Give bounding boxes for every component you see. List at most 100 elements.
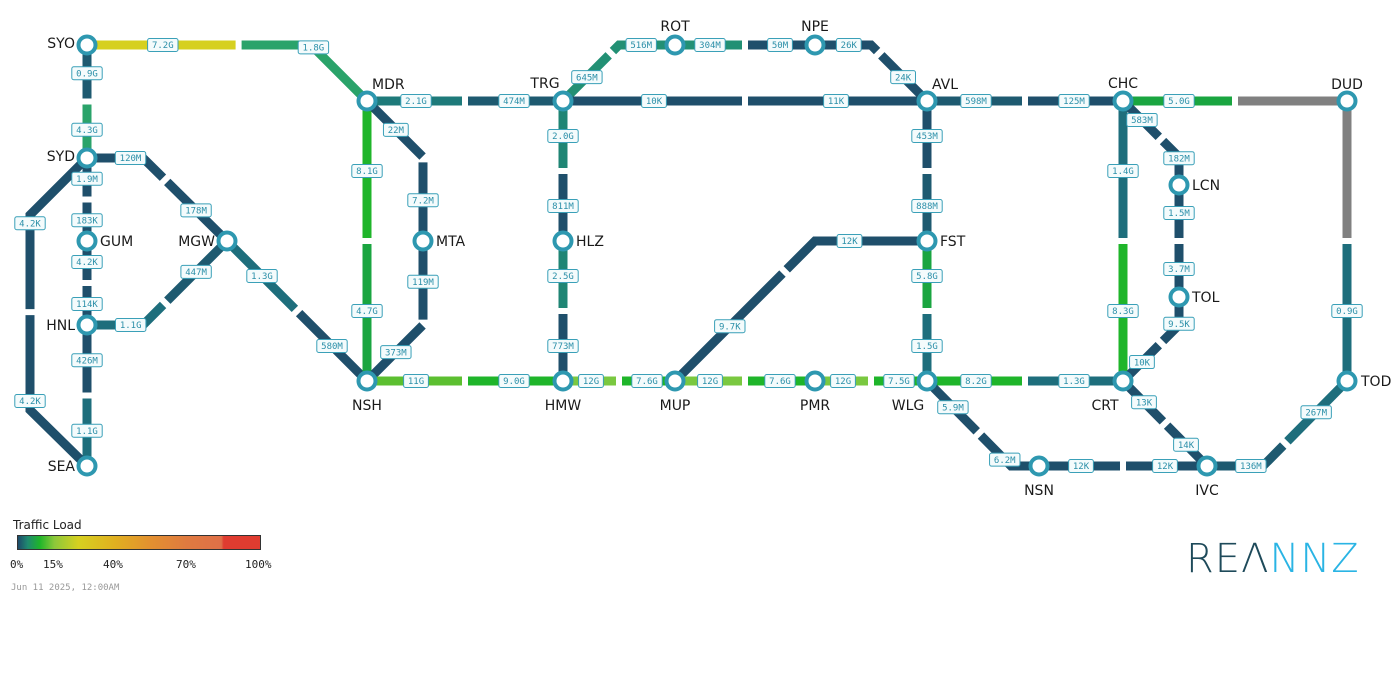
link-load-label: 11G xyxy=(403,374,429,388)
node-circle-icon[interactable] xyxy=(1168,174,1190,196)
link-syd-sea[interactable] xyxy=(25,154,91,470)
node-circle-icon[interactable] xyxy=(1336,90,1358,112)
node-mup[interactable]: MUP xyxy=(660,370,691,415)
label-box xyxy=(890,70,917,85)
link-mta-nsh[interactable] xyxy=(363,241,428,385)
label-box xyxy=(1163,151,1195,166)
node-crt[interactable]: CRT xyxy=(1091,370,1134,415)
node-circle-icon[interactable] xyxy=(916,90,938,112)
node-circle-icon[interactable] xyxy=(76,34,98,56)
link-wlg-nsn[interactable] xyxy=(923,377,1039,471)
node-syd[interactable]: SYD xyxy=(47,147,98,169)
link-half-a[interactable] xyxy=(1119,377,1211,470)
link-half-a[interactable] xyxy=(25,154,91,470)
node-nsh[interactable]: NSH xyxy=(352,370,382,415)
node-circle-icon[interactable] xyxy=(552,90,574,112)
link-half-a[interactable] xyxy=(671,236,927,385)
label-box xyxy=(147,38,179,52)
node-nsn[interactable]: NSN xyxy=(1024,455,1054,500)
node-hlz[interactable]: HLZ xyxy=(552,230,604,252)
link-syd-mgw[interactable] xyxy=(87,153,231,245)
node-circle-icon[interactable] xyxy=(216,230,238,252)
link-half-a[interactable] xyxy=(1207,377,1351,471)
link-half-a[interactable] xyxy=(87,237,231,330)
node-circle-icon[interactable] xyxy=(804,34,826,56)
legend-tick-0: 0% xyxy=(10,558,24,571)
node-lcn[interactable]: LCN xyxy=(1168,174,1221,196)
node-circle-icon[interactable] xyxy=(664,34,686,56)
node-circle-icon[interactable] xyxy=(76,230,98,252)
node-trg[interactable]: TRG xyxy=(529,76,574,112)
node-circle-icon[interactable] xyxy=(1168,286,1190,308)
link-ivc-tod[interactable] xyxy=(1207,377,1351,471)
node-hnl[interactable]: HNL xyxy=(46,314,98,336)
label-box xyxy=(1058,374,1090,388)
link-half-a[interactable] xyxy=(363,97,428,241)
node-circle-icon[interactable] xyxy=(1028,455,1050,477)
link-crt-ivc[interactable] xyxy=(1119,377,1211,470)
node-chc[interactable]: CHC xyxy=(1108,76,1138,112)
link-half-b[interactable] xyxy=(223,237,371,385)
node-label: MUP xyxy=(660,398,691,414)
node-circle-icon[interactable] xyxy=(552,230,574,252)
link-mgw-nsh[interactable] xyxy=(223,237,371,385)
node-avl[interactable]: AVL xyxy=(916,77,959,112)
node-mta[interactable]: MTA xyxy=(412,230,466,252)
link-hnl-mgw[interactable] xyxy=(87,237,231,330)
link-half-b[interactable] xyxy=(1119,377,1211,470)
link-half-b[interactable] xyxy=(363,241,428,385)
node-wlg[interactable]: WLG xyxy=(892,370,938,415)
node-rot[interactable]: ROT xyxy=(660,19,690,56)
node-pmr[interactable]: PMR xyxy=(800,370,831,415)
label-box xyxy=(830,374,856,388)
node-sea[interactable]: SEA xyxy=(48,455,98,477)
label-text: 598M xyxy=(965,97,987,107)
node-circle-icon[interactable] xyxy=(552,370,574,392)
label-text: 516M xyxy=(630,41,652,51)
label-box xyxy=(641,94,667,108)
node-circle-icon[interactable] xyxy=(1112,370,1134,392)
node-fst[interactable]: FST xyxy=(916,230,966,252)
label-box xyxy=(1163,316,1195,331)
node-mgw[interactable]: MGW xyxy=(178,230,238,252)
node-ivc[interactable]: IVC xyxy=(1195,455,1219,500)
node-gum[interactable]: GUM xyxy=(76,230,134,252)
node-tod[interactable]: TOD xyxy=(1336,370,1392,392)
node-hmw[interactable]: HMW xyxy=(545,370,582,415)
node-circle-icon[interactable] xyxy=(916,370,938,392)
node-circle-icon[interactable] xyxy=(412,230,434,252)
label-box xyxy=(407,193,439,208)
node-circle-icon[interactable] xyxy=(76,147,98,169)
link-half-a[interactable] xyxy=(923,377,1039,471)
node-circle-icon[interactable] xyxy=(1336,370,1358,392)
link-half-a[interactable] xyxy=(363,241,428,385)
label-box xyxy=(1107,304,1139,318)
link-mdr-mta[interactable] xyxy=(363,97,428,241)
node-circle-icon[interactable] xyxy=(1112,90,1134,112)
node-syo[interactable]: SYO xyxy=(47,34,98,56)
node-circle-icon[interactable] xyxy=(76,314,98,336)
link-half-b[interactable] xyxy=(25,154,91,470)
link-half-a[interactable] xyxy=(87,153,231,245)
node-circle-icon[interactable] xyxy=(664,370,686,392)
link-load-label: 10K xyxy=(1129,355,1155,370)
label-text: 580M xyxy=(321,342,343,352)
link-half-b[interactable] xyxy=(363,97,428,241)
node-circle-icon[interactable] xyxy=(1196,455,1218,477)
node-circle-icon[interactable] xyxy=(916,230,938,252)
node-npe[interactable]: NPE xyxy=(801,19,829,56)
link-half-b[interactable] xyxy=(671,236,927,385)
node-circle-icon[interactable] xyxy=(356,90,378,112)
link-half-a[interactable] xyxy=(815,40,931,105)
node-dud[interactable]: DUD xyxy=(1331,77,1363,112)
node-mdr[interactable]: MDR xyxy=(356,77,405,112)
node-label: WLG xyxy=(892,398,925,414)
link-half-a[interactable] xyxy=(223,237,371,385)
node-tol[interactable]: TOL xyxy=(1168,286,1220,308)
node-circle-icon[interactable] xyxy=(76,455,98,477)
link-fst-mup[interactable] xyxy=(671,236,927,385)
label-box xyxy=(71,353,103,368)
label-text: 773M xyxy=(552,342,574,352)
node-circle-icon[interactable] xyxy=(804,370,826,392)
node-circle-icon[interactable] xyxy=(356,370,378,392)
